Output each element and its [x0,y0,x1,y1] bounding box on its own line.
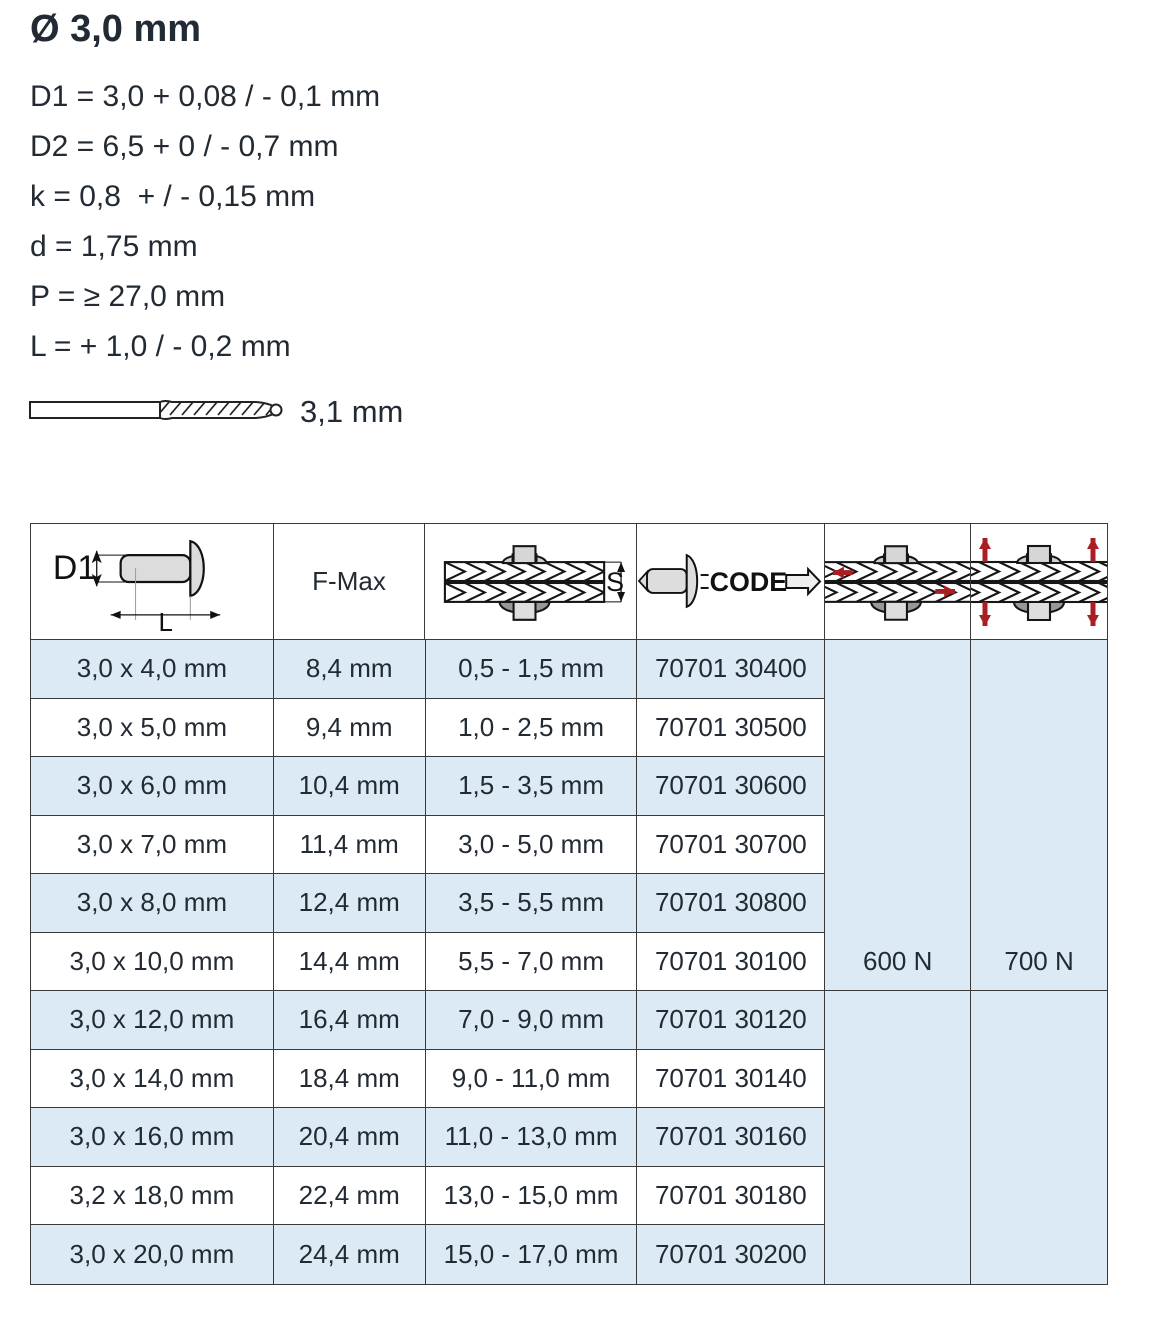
svg-text:CODE: CODE [710,567,788,597]
svg-text:D1: D1 [53,549,96,587]
svg-text:3,1 mm: 3,1 mm [300,394,403,429]
svg-text:L: L [158,609,172,637]
svg-text:S: S [606,567,624,597]
